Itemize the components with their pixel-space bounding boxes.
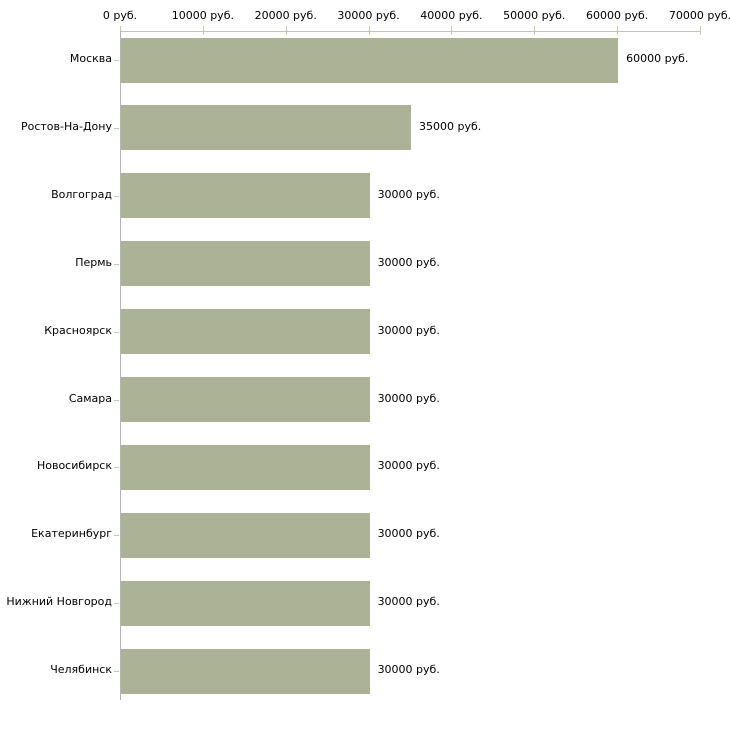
value-label: 60000 руб.	[626, 52, 689, 65]
value-label: 35000 руб.	[419, 119, 482, 133]
bar	[121, 580, 370, 626]
category-tick-mark	[114, 60, 119, 61]
category-tick-mark	[114, 127, 119, 129]
x-tick-mark	[451, 26, 453, 35]
y-axis-line	[120, 31, 121, 700]
x-tick-label: 0 руб.	[102, 9, 138, 22]
category-label: Самара	[68, 391, 112, 405]
value-label: 30000 руб.	[377, 527, 440, 541]
x-tick-mark	[534, 26, 536, 35]
category-tick-mark	[114, 467, 119, 469]
value-label: 30000 руб.	[377, 459, 440, 473]
x-tick-label: 50000 руб.	[503, 9, 566, 22]
bar	[121, 648, 370, 694]
value-label: 30000 руб.	[377, 323, 440, 337]
x-tick-label: 10000 руб.	[171, 9, 234, 22]
category-label: Москва	[69, 52, 112, 65]
value-label: 30000 руб.	[377, 187, 440, 201]
x-tick-label: 60000 руб.	[586, 9, 649, 22]
category-label: Волгоград	[51, 187, 112, 201]
x-tick-mark	[368, 26, 370, 35]
bar	[121, 512, 370, 558]
bar	[121, 309, 370, 355]
bar	[121, 444, 370, 490]
bar	[121, 37, 619, 83]
x-tick-label: 30000 руб.	[337, 9, 400, 22]
category-tick-mark	[114, 263, 119, 265]
x-tick-mark	[617, 26, 619, 35]
category-label: Красноярск	[44, 323, 112, 337]
category-label: Новосибирск	[36, 459, 112, 473]
category-label: Ростов-На-Дону	[20, 119, 112, 133]
x-tick-mark	[285, 26, 287, 35]
category-tick-mark	[114, 671, 119, 673]
category-tick-mark	[114, 603, 119, 605]
x-tick-label: 20000 руб.	[254, 9, 317, 22]
category-label: Нижний Новгород	[6, 595, 112, 609]
x-tick-mark	[120, 26, 121, 35]
category-tick-mark	[114, 535, 119, 537]
bar	[121, 105, 411, 151]
x-axis-line	[120, 31, 700, 32]
category-label: Пермь	[75, 255, 112, 269]
bar	[121, 173, 370, 219]
category-label: Челябинск	[50, 663, 112, 677]
x-tick-label: 40000 руб.	[420, 9, 483, 22]
category-tick-mark	[114, 195, 119, 197]
category-tick-mark	[114, 331, 119, 333]
x-tick-mark	[202, 26, 204, 35]
category-label: Екатеринбург	[31, 527, 112, 541]
value-label: 30000 руб.	[377, 663, 440, 677]
value-label: 30000 руб.	[377, 255, 440, 269]
category-tick-mark	[114, 399, 119, 401]
value-label: 30000 руб.	[377, 595, 440, 609]
x-tick-label: 70000 руб.	[668, 9, 730, 22]
bar	[121, 241, 370, 287]
x-tick-mark	[700, 26, 701, 35]
value-label: 30000 руб.	[377, 391, 440, 405]
bar	[121, 377, 370, 422]
